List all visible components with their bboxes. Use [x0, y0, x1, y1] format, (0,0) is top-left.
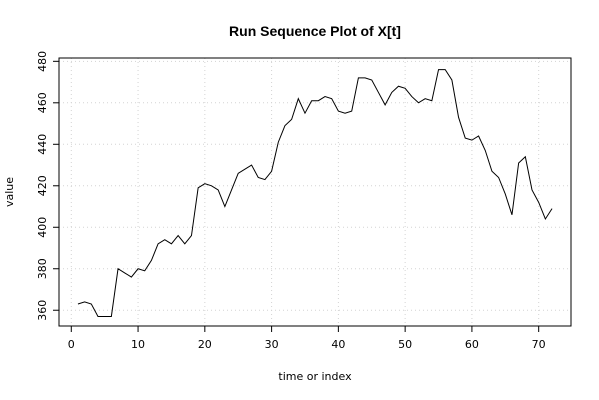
y-tick-label: 420: [36, 175, 49, 196]
grid-layer: [59, 58, 571, 326]
y-axis-label: value: [3, 177, 16, 207]
x-tick-label: 10: [131, 338, 145, 351]
plot-frame: [58, 57, 572, 327]
x-tick-label: 20: [198, 338, 212, 351]
tick-layer: 0 10 20 30 40 50 60 70 360 380 400 420 440 460 480: [36, 51, 546, 351]
x-tick-label: 30: [265, 338, 279, 351]
y-tick-label: 400: [36, 217, 49, 238]
x-tick-label: 50: [398, 338, 412, 351]
y-tick-label: 460: [36, 92, 49, 113]
y-tick-label: 440: [36, 134, 49, 155]
x-tick-label: 0: [68, 338, 75, 351]
y-tick-label: 360: [36, 300, 49, 321]
data-series-line: [77, 69, 553, 317]
x-tick-label: 40: [331, 338, 345, 351]
x-tick-label: 70: [532, 338, 546, 351]
chart-title: Run Sequence Plot of X[t]: [229, 23, 401, 39]
y-tick-label: 380: [36, 258, 49, 279]
y-tick-label: 480: [36, 51, 49, 72]
x-tick-label: 60: [465, 338, 479, 351]
x-axis-label: time or index: [278, 370, 352, 383]
